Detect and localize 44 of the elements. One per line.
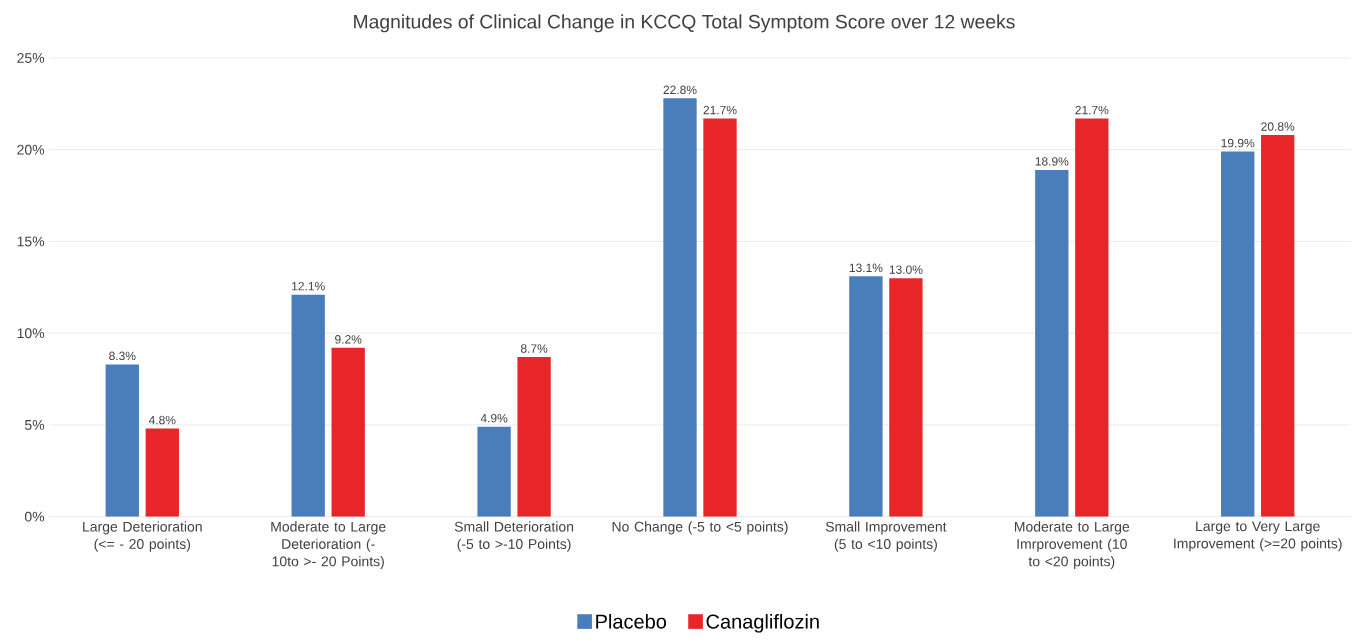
data-label: 13.0%	[889, 265, 923, 274]
y-tick-label: 20%	[17, 144, 45, 155]
bar	[1035, 169, 1069, 517]
bar	[105, 364, 139, 517]
data-label: 20.8%	[1261, 122, 1295, 131]
y-tick-label: 15%	[17, 236, 45, 247]
x-tick-label: No Change (-5 to <5 points)	[612, 521, 788, 535]
bar	[1221, 151, 1255, 517]
bar	[663, 98, 697, 517]
bar	[517, 357, 551, 517]
legend-label: Placebo	[596, 613, 667, 629]
data-label: 13.1%	[849, 263, 883, 273]
bar	[703, 118, 737, 517]
x-tick-label: Small Deterioration (-5 to >-10 Points)	[454, 521, 574, 552]
data-label: 21.7%	[703, 105, 737, 115]
data-label: 12.1%	[292, 281, 325, 291]
data-label: 21.7%	[1075, 105, 1109, 115]
data-label: 8.3%	[109, 351, 136, 361]
chart-title: Magnitudes of Clinical Change in KCCQ Total Symptom Score over 12 weeks	[354, 14, 1015, 33]
bar	[849, 276, 883, 517]
bar	[331, 347, 365, 517]
bar	[477, 426, 511, 517]
y-tick-label: 5%	[24, 420, 45, 430]
data-label: 22.8%	[663, 85, 697, 95]
x-tick-label: Large Deterioration (<= - 20 points)	[83, 521, 202, 552]
data-label: 8.7%	[520, 344, 548, 353]
bar	[1261, 135, 1295, 517]
bar	[145, 428, 179, 517]
y-tick-label: 10%	[17, 328, 45, 339]
y-tick-label: 0%	[24, 511, 45, 522]
data-label: 9.2%	[335, 335, 362, 344]
bar	[889, 278, 923, 517]
x-tick-label: Large to Very Large Improvement (>=20 points)	[1174, 521, 1342, 552]
data-label: 4.9%	[480, 413, 508, 423]
data-label: 4.8%	[148, 415, 176, 425]
bar	[1075, 118, 1109, 517]
y-tick-label: 25%	[17, 53, 45, 63]
x-tick-label: Moderate to Large Deterioration (-10to >- 20 Points)	[271, 521, 386, 570]
data-label: 18.9%	[1035, 157, 1069, 166]
legend-label: Canagliflozin	[706, 613, 819, 633]
bar	[291, 294, 325, 517]
x-tick-label: Small Improvement (5 to <10 points)	[825, 521, 947, 552]
x-tick-label: Moderate to Large Imrprovement (10 to <20 points)	[1014, 521, 1130, 570]
data-label: 19.9%	[1221, 138, 1255, 148]
